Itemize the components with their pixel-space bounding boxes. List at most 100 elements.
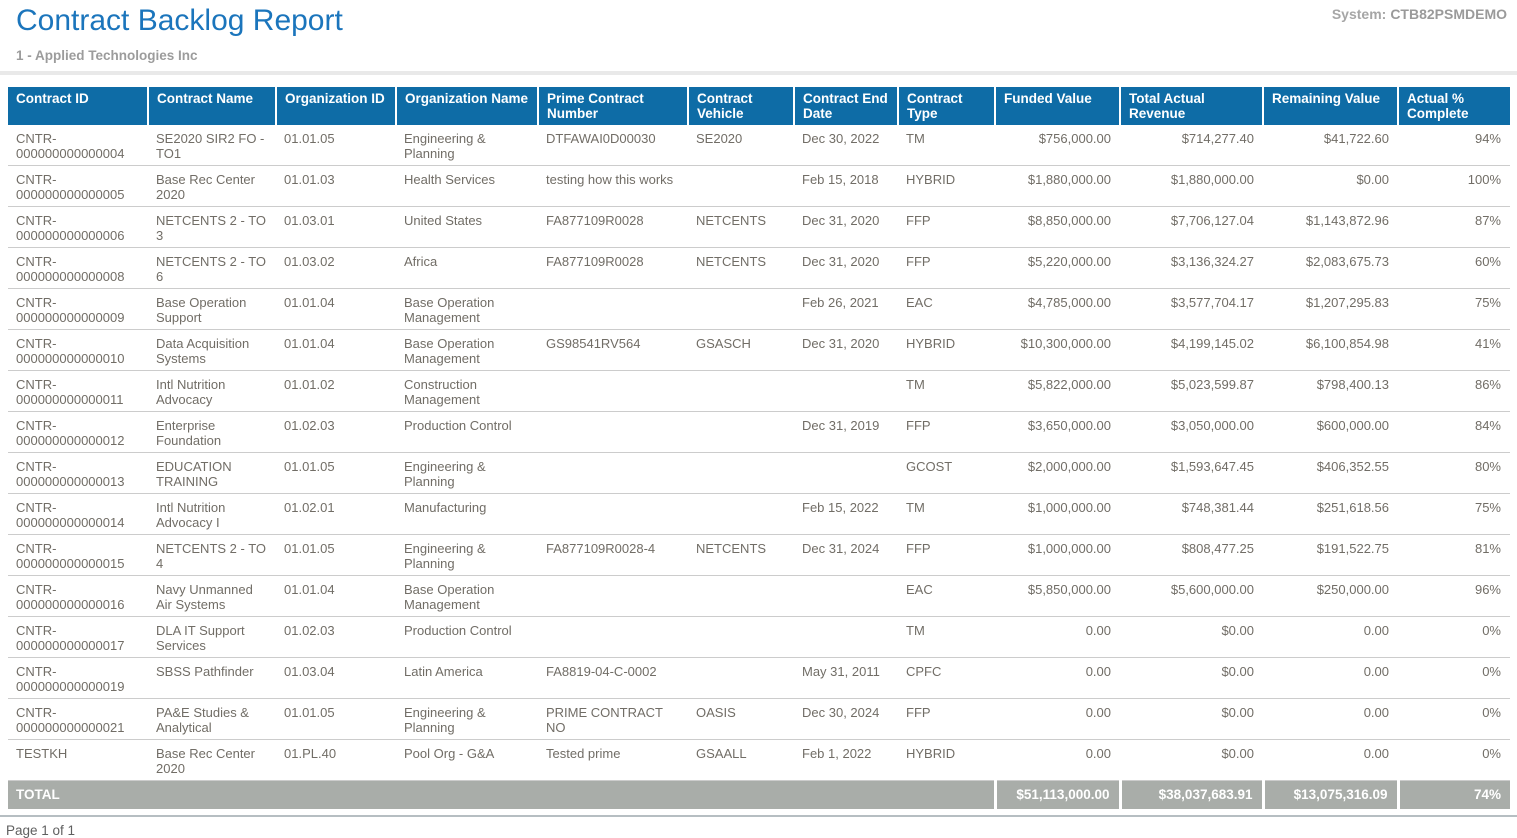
cell-contract-name: PA&E Studies & Analytical — [148, 698, 276, 740]
cell-contract-end-date — [794, 452, 898, 494]
cell-total-actual-revenue: $748,381.44 — [1120, 493, 1263, 535]
cell-contract-id: CNTR-000000000000004 — [8, 125, 148, 166]
table-row: CNTR-000000000000006 NETCENTS 2 - TO 3 01.… — [8, 206, 1510, 248]
page-indicator: Page 1 of 1 — [6, 822, 76, 838]
cell-actual-pct-complete: 0% — [1398, 657, 1510, 699]
cell-contract-name: SE2020 SIR2 FO - TO1 — [148, 125, 276, 166]
cell-funded-value: $2,000,000.00 — [995, 452, 1120, 494]
cell-organization-name: United States — [396, 206, 538, 248]
table-row: CNTR-000000000000008 NETCENTS 2 - TO 6 01.… — [8, 247, 1510, 289]
cell-contract-type: CPFC — [898, 657, 995, 699]
cell-actual-pct-complete: 75% — [1398, 288, 1510, 330]
page-title: Contract Backlog Report — [16, 4, 343, 37]
cell-contract-vehicle: NETCENTS — [688, 534, 794, 576]
cell-organization-name: Engineering & Planning — [396, 125, 538, 166]
cell-organization-id: 01.PL.40 — [276, 739, 396, 781]
cell-funded-value: 0.00 — [995, 616, 1120, 658]
cell-contract-vehicle — [688, 165, 794, 207]
cell-prime-contract-number: FA877109R0028-4 — [538, 534, 688, 576]
cell-actual-pct-complete: 84% — [1398, 411, 1510, 453]
cell-contract-id: CNTR-000000000000021 — [8, 698, 148, 740]
cell-contract-type: GCOST — [898, 452, 995, 494]
cell-prime-contract-number: FA8819-04-C-0002 — [538, 657, 688, 699]
cell-organization-id: 01.01.05 — [276, 534, 396, 576]
cell-contract-vehicle: SE2020 — [688, 125, 794, 166]
table-row: CNTR-000000000000017 DLA IT Support Servi… — [8, 616, 1510, 658]
cell-contract-vehicle — [688, 575, 794, 617]
cell-organization-name: Base Operation Management — [396, 288, 538, 330]
cell-contract-vehicle — [688, 411, 794, 453]
cell-actual-pct-complete: 41% — [1398, 329, 1510, 371]
cell-contract-id: CNTR-000000000000010 — [8, 329, 148, 371]
cell-contract-vehicle — [688, 452, 794, 494]
cell-contract-id: CNTR-000000000000014 — [8, 493, 148, 535]
cell-contract-type: FFP — [898, 411, 995, 453]
cell-contract-name: DLA IT Support Services — [148, 616, 276, 658]
cell-funded-value: $1,000,000.00 — [995, 493, 1120, 535]
cell-prime-contract-number: FA877109R0028 — [538, 206, 688, 248]
cell-remaining-value: $1,143,872.96 — [1263, 206, 1398, 248]
cell-total-actual-revenue: $7,706,127.04 — [1120, 206, 1263, 248]
cell-total-actual-revenue: $5,600,000.00 — [1120, 575, 1263, 617]
cell-contract-name: Intl Nutrition Advocacy I — [148, 493, 276, 535]
bottom-divider — [0, 815, 1517, 817]
header-row: Contract ID Contract Name Organization I… — [8, 87, 1510, 125]
cell-funded-value: $4,785,000.00 — [995, 288, 1120, 330]
total-remaining-value: $13,075,316.09 — [1261, 780, 1398, 809]
cell-contract-id: CNTR-000000000000013 — [8, 452, 148, 494]
cell-organization-name: Engineering & Planning — [396, 698, 538, 740]
cell-remaining-value: $798,400.13 — [1263, 370, 1398, 412]
cell-total-actual-revenue: $3,050,000.00 — [1120, 411, 1263, 453]
cell-contract-end-date — [794, 370, 898, 412]
cell-total-actual-revenue: $808,477.25 — [1120, 534, 1263, 576]
table-row: CNTR-000000000000005 Base Rec Center 2020… — [8, 165, 1510, 207]
cell-organization-id: 01.01.03 — [276, 165, 396, 207]
cell-contract-vehicle: NETCENTS — [688, 247, 794, 289]
cell-organization-name: Construction Management — [396, 370, 538, 412]
cell-contract-name: Intl Nutrition Advocacy — [148, 370, 276, 412]
cell-funded-value: 0.00 — [995, 698, 1120, 740]
cell-actual-pct-complete: 0% — [1398, 698, 1510, 740]
cell-organization-name: Latin America — [396, 657, 538, 699]
table-row: CNTR-000000000000010 Data Acquisition Sys… — [8, 329, 1510, 371]
system-value: CTB82PSMDEMO — [1390, 6, 1507, 22]
col-header-organization-id: Organization ID — [275, 87, 396, 125]
cell-total-actual-revenue: $0.00 — [1120, 698, 1263, 740]
cell-contract-end-date: Feb 1, 2022 — [794, 739, 898, 781]
cell-organization-name: Production Control — [396, 411, 538, 453]
cell-contract-name: NETCENTS 2 - TO 6 — [148, 247, 276, 289]
cell-organization-id: 01.01.04 — [276, 329, 396, 371]
col-header-contract-name: Contract Name — [147, 87, 276, 125]
cell-contract-name: NETCENTS 2 - TO 3 — [148, 206, 276, 248]
table-row: CNTR-000000000000014 Intl Nutrition Advoc… — [8, 493, 1510, 535]
table-row: CNTR-000000000000012 Enterprise Foundatio… — [8, 411, 1510, 453]
table-body: CNTR-000000000000004 SE2020 SIR2 FO - TO1… — [8, 125, 1510, 781]
cell-funded-value: $5,850,000.00 — [995, 575, 1120, 617]
cell-contract-name: Navy Unmanned Air Systems — [148, 575, 276, 617]
cell-prime-contract-number: testing how this works — [538, 165, 688, 207]
cell-contract-name: Base Rec Center 2020 — [148, 739, 276, 781]
cell-contract-type: TM — [898, 370, 995, 412]
cell-funded-value: 0.00 — [995, 739, 1120, 781]
cell-actual-pct-complete: 60% — [1398, 247, 1510, 289]
cell-contract-end-date: Feb 26, 2021 — [794, 288, 898, 330]
cell-contract-end-date: Dec 31, 2019 — [794, 411, 898, 453]
cell-funded-value: $5,220,000.00 — [995, 247, 1120, 289]
cell-contract-id: CNTR-000000000000011 — [8, 370, 148, 412]
cell-contract-type: TM — [898, 493, 995, 535]
cell-organization-id: 01.01.02 — [276, 370, 396, 412]
cell-contract-vehicle: GSASCH — [688, 329, 794, 371]
cell-organization-id: 01.01.04 — [276, 288, 396, 330]
col-header-remaining-value: Remaining Value — [1262, 87, 1398, 125]
cell-contract-vehicle: OASIS — [688, 698, 794, 740]
system-label: System: — [1331, 6, 1387, 22]
header-divider — [0, 71, 1517, 75]
report-header: Contract Backlog Report System: CTB82PSMD… — [0, 0, 1517, 38]
table-row: CNTR-000000000000015 NETCENTS 2 - TO 4 01.… — [8, 534, 1510, 576]
cell-prime-contract-number: PRIME CONTRACT NO — [538, 698, 688, 740]
contract-backlog-table: Contract ID Contract Name Organization I… — [8, 87, 1510, 809]
cell-actual-pct-complete: 86% — [1398, 370, 1510, 412]
cell-contract-type: EAC — [898, 575, 995, 617]
cell-funded-value: $1,000,000.00 — [995, 534, 1120, 576]
report-subtitle: 1 - Applied Technologies Inc — [16, 48, 198, 63]
